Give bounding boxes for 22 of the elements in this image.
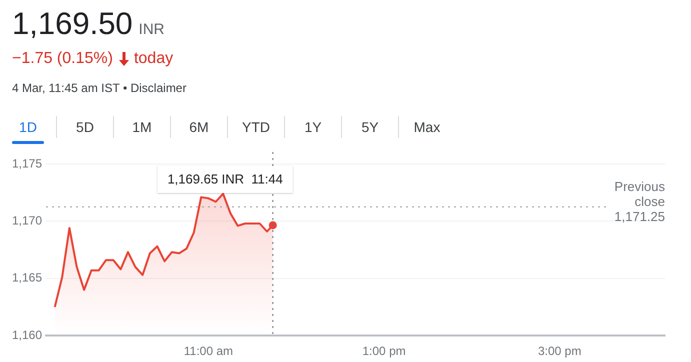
annotation: 1,169.65 INR 11:44 xyxy=(167,172,283,187)
x-tick-label: 1:00 pm xyxy=(362,344,406,358)
x-tick-label: 11:00 am xyxy=(184,344,234,358)
y-tick-label: 1,170 xyxy=(12,214,42,228)
x-tick-label: 3:00 pm xyxy=(538,344,582,358)
text: −1.75 (0.15%) xyxy=(12,50,113,68)
text: 1M xyxy=(114,116,171,138)
y-tick-label: 1,175 xyxy=(12,156,42,170)
text: 5Y xyxy=(342,116,399,138)
text: 5D xyxy=(57,116,114,138)
y-tick-label: 1,160 xyxy=(12,328,42,342)
chart-subtitle: INR xyxy=(138,21,165,38)
text: today xyxy=(134,50,174,68)
text: YTD xyxy=(228,116,285,138)
ref-line-label: Previous close 1,171.25 xyxy=(614,178,666,224)
text: 1D xyxy=(0,116,57,138)
text: Max xyxy=(412,118,442,137)
y-tick-label: 1,165 xyxy=(12,270,42,285)
chart-title: 1,169.50 xyxy=(12,6,133,41)
text: 1Y xyxy=(285,116,342,138)
text: 6M xyxy=(171,116,228,138)
text: 4 Mar, 11:45 am IST • Disclaimer xyxy=(12,81,186,95)
